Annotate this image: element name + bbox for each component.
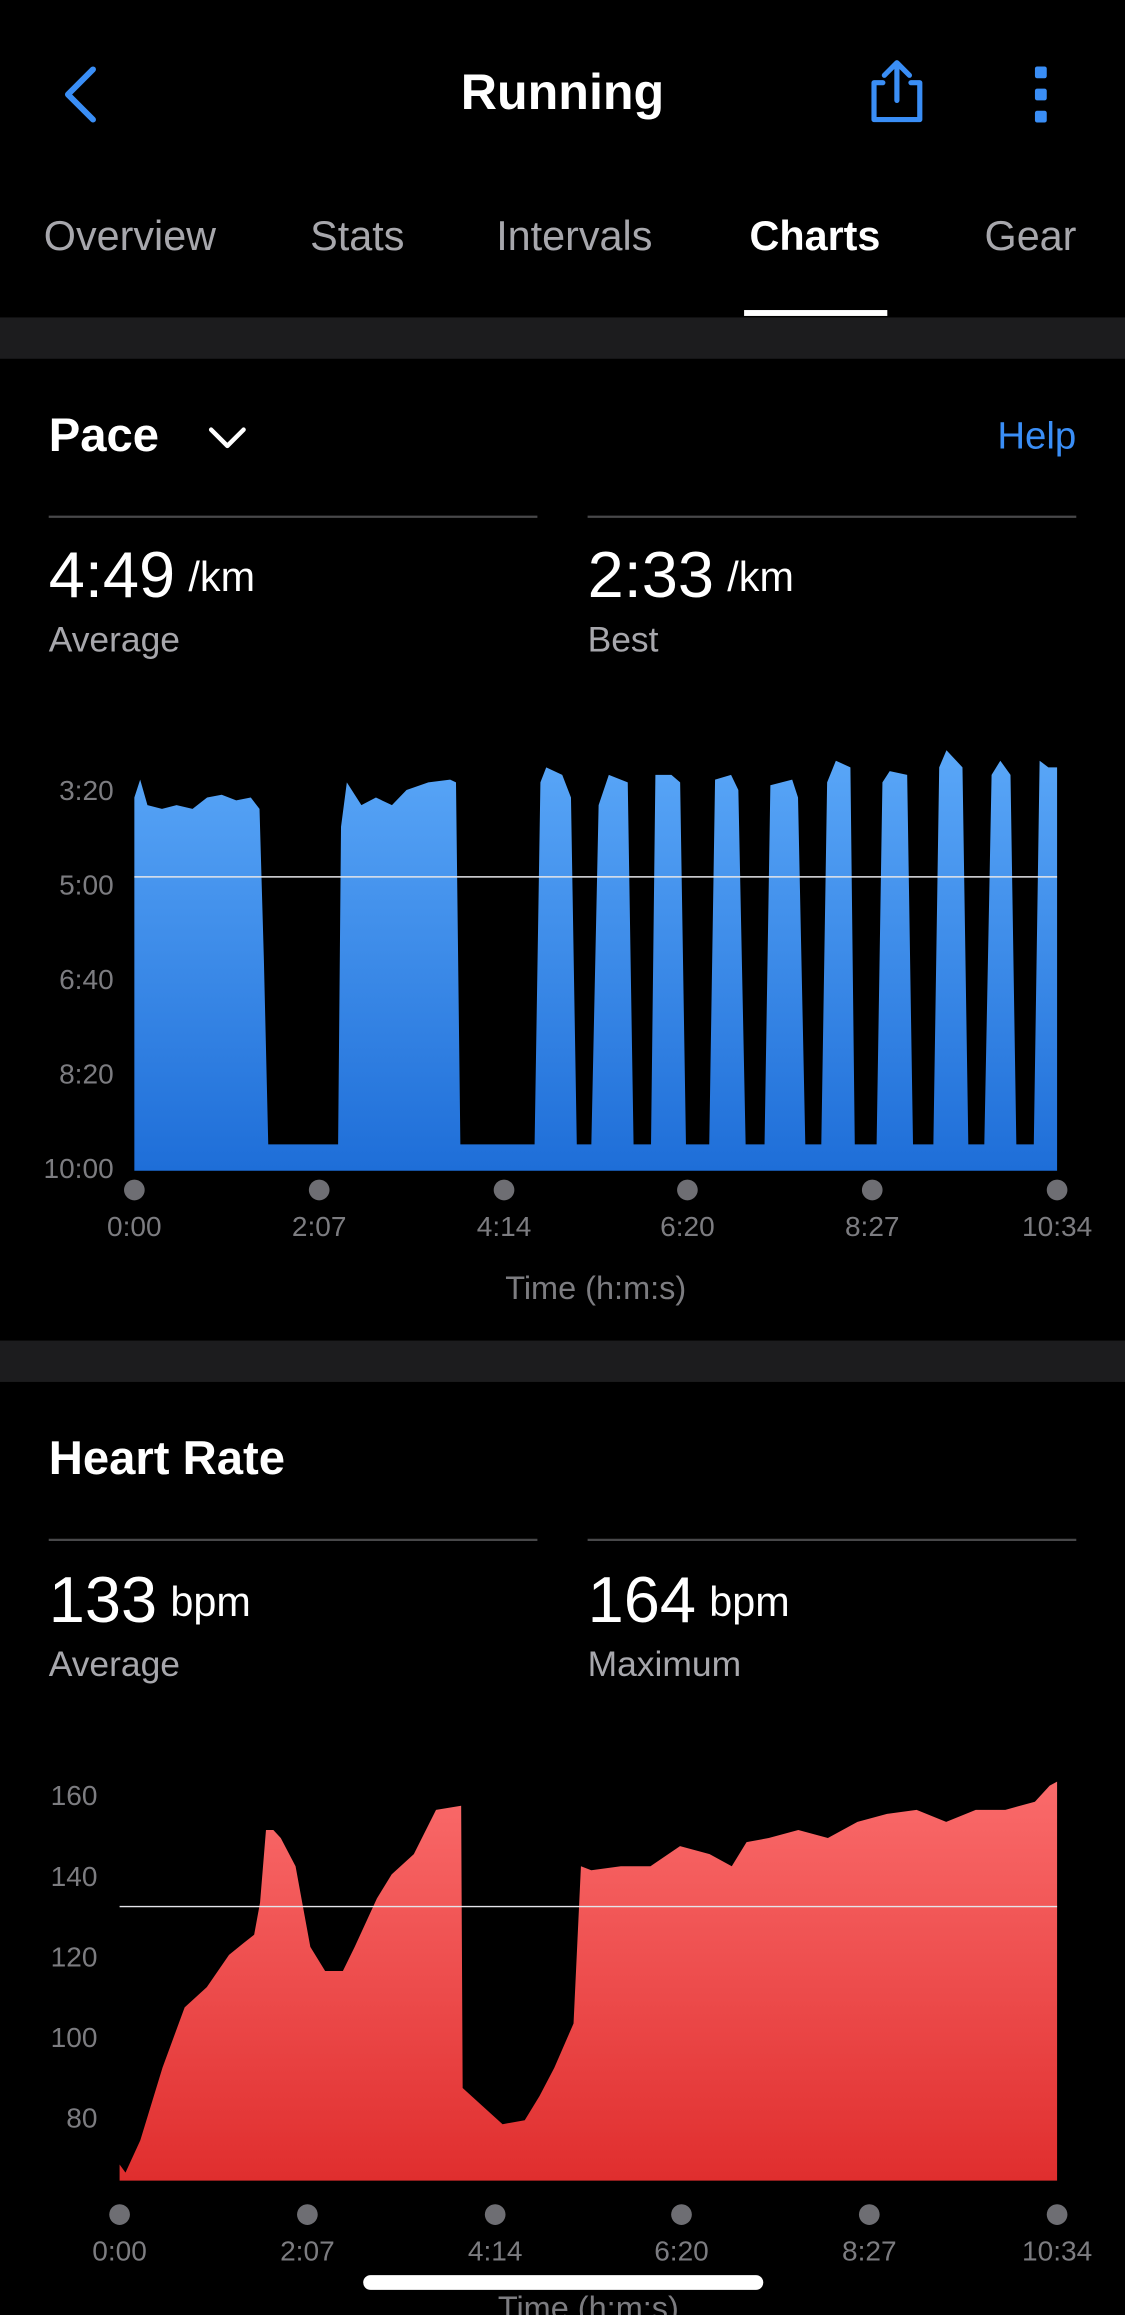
- chart: Heart Rate 133 bpm Average 164 bpm Maximum 80 10…: [48, 1432, 1092, 2315]
- y-tick-label: 3:20: [59, 775, 114, 806]
- chart: Pace Help4:49/kmAverage2:33/kmBest3:205:0…: [43, 409, 1092, 1306]
- y-tick-label: 5:00: [59, 870, 114, 901]
- x-tick-mark: [671, 2204, 692, 2225]
- x-tick-mark: [109, 2204, 130, 2225]
- area: [134, 750, 1058, 1171]
- y-tick-label: 8:20: [59, 1059, 114, 1090]
- stat-label: Average: [49, 1644, 180, 1684]
- x-tick-mark: [493, 1179, 515, 1201]
- x-tick-label: 10:34: [1022, 1211, 1092, 1242]
- stat-label: Maximum: [588, 1644, 742, 1684]
- x-tick-mark: [858, 2204, 880, 2225]
- x-tick-mark: [484, 2204, 506, 2225]
- stat: 164 bpm: [588, 1563, 790, 1636]
- x-tick-mark: [297, 2204, 318, 2225]
- x-tick-label: 6:20: [654, 2235, 709, 2266]
- stat-value: 164: [588, 1563, 696, 1636]
- screen-title: Running: [461, 64, 664, 120]
- charts: Pace Help4:49/kmAverage2:33/kmBest3:205:0…: [43, 409, 1092, 2315]
- x-tick-label: 10:34: [1022, 2235, 1092, 2266]
- x-tick-label: 6:20: [660, 1211, 715, 1242]
- x-tick-label: 0:00: [92, 2235, 147, 2266]
- tab[interactable]: Intervals: [496, 213, 652, 259]
- stat-unit: bpm: [170, 1579, 250, 1625]
- stat: 2:33/km: [588, 538, 794, 611]
- x-tick-label: 4:14: [477, 1211, 532, 1242]
- stat-label: Best: [588, 620, 659, 660]
- x-tick-label: 4:14: [468, 2235, 523, 2266]
- tab-indicator: [744, 310, 888, 316]
- stat-unit: bpm: [709, 1579, 789, 1625]
- x-tick-mark: [124, 1179, 145, 1201]
- separator: [0, 1340, 1125, 1382]
- chart-title: Pace: [49, 409, 159, 462]
- y-tick-label: 6:40: [59, 964, 114, 995]
- y-tick-label: 80: [66, 2103, 97, 2134]
- back-button[interactable]: [64, 66, 96, 123]
- x-tick-mark: [677, 1179, 698, 1201]
- x-tick-label: 0:00: [107, 1211, 162, 1242]
- x-tick-label: 2:07: [280, 2235, 335, 2266]
- stat: 4:49/km: [49, 538, 255, 611]
- x-tick-mark: [1046, 1179, 1068, 1201]
- x-tick-label: 8:27: [845, 1211, 900, 1242]
- tab[interactable]: Gear: [985, 213, 1077, 259]
- y-tick-label: 120: [51, 1941, 98, 1972]
- tab[interactable]: Stats: [310, 213, 404, 259]
- x-tick-mark: [861, 1179, 883, 1201]
- dropdown-chevron[interactable]: [208, 427, 246, 449]
- area: [119, 1781, 1058, 2181]
- stat-unit: /km: [727, 554, 794, 600]
- stat: 133 bpm: [49, 1563, 251, 1636]
- share-button[interactable]: [871, 60, 923, 123]
- help-link[interactable]: Help: [997, 415, 1076, 458]
- chart-title: Heart Rate: [49, 1432, 285, 1485]
- x-tick-mark: [308, 1179, 330, 1201]
- tab-selected[interactable]: Charts: [750, 213, 881, 259]
- x-tick-label: 2:07: [292, 1211, 347, 1242]
- tab[interactable]: Overview: [44, 213, 216, 259]
- x-tick-mark: [1046, 2204, 1068, 2225]
- x-axis-label: Time (h:m:s): [498, 2290, 679, 2315]
- y-tick-label: 100: [51, 2022, 98, 2053]
- y-tick-label: 140: [51, 1861, 98, 1892]
- stat-value: 4:49: [49, 538, 175, 611]
- stat-value: 133: [49, 1563, 157, 1636]
- more-menu[interactable]: [1034, 66, 1047, 123]
- home-indicator: [363, 2275, 764, 2290]
- y-tick-label: 10:00: [43, 1153, 113, 1184]
- stat-value: 2:33: [588, 538, 714, 611]
- x-axis-label: Time (h:m:s): [505, 1270, 686, 1306]
- separator: [0, 317, 1125, 359]
- y-tick-label: 160: [51, 1780, 98, 1811]
- stat-unit: /km: [188, 554, 255, 600]
- x-tick-label: 8:27: [842, 2235, 897, 2266]
- stat-label: Average: [49, 620, 180, 660]
